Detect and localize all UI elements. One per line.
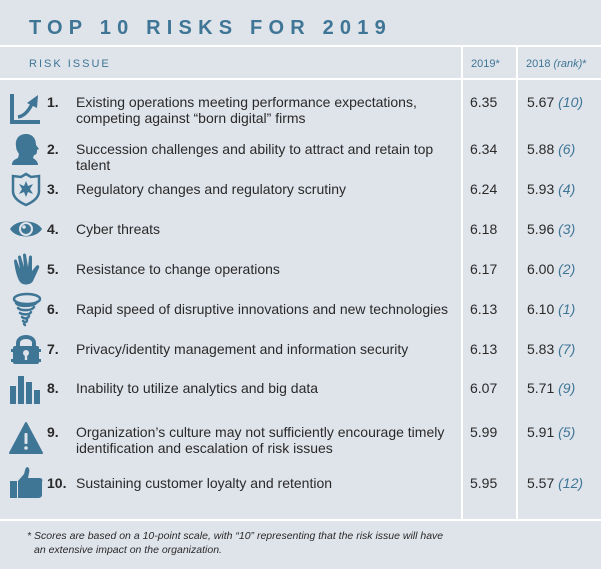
score-2018-cell: 5.93 (4)	[527, 181, 575, 197]
rank-2018: (3)	[558, 221, 576, 237]
score-2019: 6.13	[470, 301, 498, 317]
risk-text: Succession challenges and ability to att…	[76, 141, 434, 173]
score-2018: 5.88	[527, 141, 555, 157]
risk-text: Cyber threats	[76, 221, 161, 237]
score-2018: 5.71	[527, 380, 555, 396]
padlock-icon	[8, 331, 44, 367]
risk-number: 6.	[47, 301, 59, 317]
score-2019: 6.18	[470, 221, 498, 237]
risk-number: 9.	[47, 424, 59, 440]
tornado-icon	[8, 291, 44, 327]
score-2018: 5.96	[527, 221, 555, 237]
rank-2018: (12)	[558, 475, 584, 491]
rank-2018: (1)	[558, 301, 576, 317]
score-2018: 5.67	[527, 94, 555, 110]
rank-2018: (5)	[558, 424, 576, 440]
risk-number: 4.	[47, 221, 59, 237]
header-2018-rank: (rank)	[553, 58, 583, 70]
rank-2018: (10)	[558, 94, 584, 110]
rank-2018: (4)	[558, 181, 576, 197]
score-2018-cell: 5.91 (5)	[527, 424, 575, 440]
score-2018-cell: 6.00 (2)	[527, 261, 575, 277]
score-2019: 6.17	[470, 261, 498, 277]
score-2018-cell: 6.10 (1)	[527, 301, 575, 317]
divider-header	[0, 78, 601, 80]
footnote-line-1: * Scores are based on a 10-point scale, …	[27, 530, 444, 542]
badge-shield-icon	[8, 171, 44, 207]
score-2019: 6.13	[470, 341, 498, 357]
score-2019: 6.34	[470, 141, 498, 157]
header-2019: 2019*	[471, 58, 500, 70]
risk-text: Rapid speed of disruptive innovations an…	[76, 301, 449, 317]
column-divider-1	[461, 46, 463, 520]
risk-number: 3.	[47, 181, 59, 197]
risk-text: Regulatory changes and regulatory scruti…	[76, 181, 347, 197]
score-2019: 6.24	[470, 181, 498, 197]
risk-number: 1.	[47, 94, 59, 110]
score-2018-cell: 5.57 (12)	[527, 475, 583, 491]
score-2018-cell: 5.83 (7)	[527, 341, 575, 357]
risk-number: 10.	[47, 475, 67, 491]
risk-number: 7.	[47, 341, 59, 357]
score-2019: 5.99	[470, 424, 498, 440]
risk-text: Sustaining customer loyalty and retentio…	[76, 475, 333, 491]
score-2018: 5.83	[527, 341, 555, 357]
divider-bottom	[0, 519, 601, 521]
warning-triangle-icon	[8, 420, 44, 456]
footnote: * Scores are based on a 10-point scale, …	[27, 529, 487, 557]
score-2018-cell: 5.67 (10)	[527, 94, 583, 110]
risk-number: 5.	[47, 261, 59, 277]
rank-2018: (6)	[558, 141, 576, 157]
risk-text: Existing operations meeting performance …	[76, 94, 417, 126]
risk-text: Inability to utilize analytics and big d…	[76, 380, 319, 396]
header-2018-star: *	[582, 58, 587, 70]
score-2019: 5.95	[470, 475, 498, 491]
score-2019: 6.07	[470, 380, 498, 396]
score-2018-cell: 5.96 (3)	[527, 221, 575, 237]
person-head-icon	[8, 131, 44, 167]
thumbs-up-icon	[8, 465, 44, 501]
eye-icon	[8, 211, 44, 247]
column-divider-2	[516, 46, 518, 520]
footnote-line-2: an extensive impact on the organization.	[34, 544, 222, 556]
page-title: TOP 10 RISKS FOR 2019	[29, 17, 392, 39]
score-2018-cell: 5.71 (9)	[527, 380, 575, 396]
risk-number: 2.	[47, 141, 59, 157]
risk-text: Organization’s culture may not sufficien…	[76, 424, 445, 456]
risk-number: 8.	[47, 380, 59, 396]
divider-top	[0, 45, 601, 47]
bar-chart-icon	[8, 370, 44, 406]
score-2018: 6.10	[527, 301, 555, 317]
header-risk-issue: RISK ISSUE	[29, 58, 111, 70]
score-2018: 5.91	[527, 424, 555, 440]
rank-2018: (9)	[558, 380, 576, 396]
risk-text: Resistance to change operations	[76, 261, 280, 277]
rank-2018: (2)	[558, 261, 576, 277]
score-2018: 6.00	[527, 261, 555, 277]
score-2018-cell: 5.88 (6)	[527, 141, 575, 157]
rank-2018: (7)	[558, 341, 576, 357]
score-2018: 5.93	[527, 181, 555, 197]
hand-icon	[8, 251, 44, 287]
header-2018-year: 2018	[526, 58, 551, 70]
header-2018: 2018 (rank)*	[526, 58, 587, 70]
risk-text: Privacy/identity management and informat…	[76, 341, 409, 357]
growth-chart-icon	[8, 90, 44, 126]
score-2018: 5.57	[527, 475, 555, 491]
score-2019: 6.35	[470, 94, 498, 110]
